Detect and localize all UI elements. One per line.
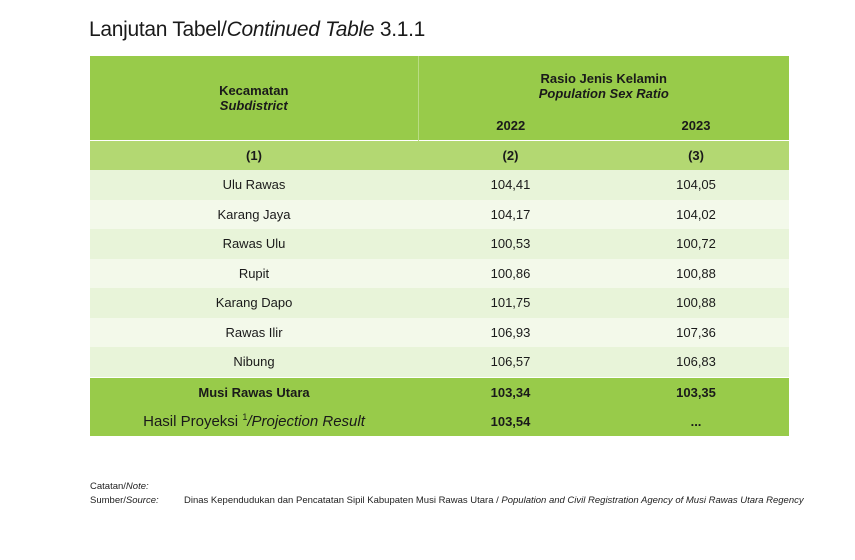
projection-label: Hasil Proyeksi 1/Projection Result	[90, 407, 418, 436]
table-row: Nibung 106,57 106,83	[90, 347, 790, 377]
column-number-row: (1) (2) (3)	[90, 140, 790, 170]
table-row: Rupit 100,86 100,88	[90, 258, 790, 288]
total-2022: 103,34	[418, 376, 603, 408]
value-2023: 107,36	[603, 317, 790, 347]
year-2023-header: 2023	[603, 110, 790, 141]
value-2023: 106,83	[603, 347, 790, 377]
subdistrict-name: Nibung	[90, 347, 418, 377]
value-2022: 106,57	[418, 347, 603, 377]
table-row: Karang Dapo 101,75 100,88	[90, 288, 790, 318]
subdistrict-header-id: Kecamatan	[219, 83, 289, 98]
total-row: Musi Rawas Utara 103,34 103,35	[90, 376, 790, 408]
col-number-3: (3)	[603, 140, 790, 170]
value-2022: 100,86	[418, 258, 603, 288]
header-row-top: Kecamatan Subdistrict Rasio Jenis Kelami…	[90, 56, 790, 141]
subdistrict-name: Rawas Ulu	[90, 229, 418, 259]
table-row: Rawas Ulu 100,53 100,72	[90, 229, 790, 259]
value-2022: 101,75	[418, 288, 603, 318]
page-title: Lanjutan Tabel/Continued Table 3.1.1	[89, 18, 425, 42]
value-2022: 104,41	[418, 170, 603, 200]
table-notes: Catatan/Note: Sumber/Source: Dinas Kepend…	[90, 481, 804, 509]
col-number-1: (1)	[90, 140, 418, 170]
subdistrict-name: Rawas Ilir	[90, 317, 418, 347]
value-2022: 104,17	[418, 199, 603, 229]
sex-ratio-table: Kecamatan Subdistrict Rasio Jenis Kelami…	[90, 56, 790, 436]
source-label-en: Source:	[125, 495, 159, 506]
source-text: Dinas Kependudukan dan Pencatatan Sipil …	[184, 495, 499, 506]
source-label-wrap: Sumber/Source:	[90, 495, 184, 506]
total-2023: 103,35	[603, 376, 790, 408]
table-row: Rawas Ilir 106,93 107,36	[90, 317, 790, 347]
value-2023: 104,05	[603, 170, 790, 200]
projection-footnote-mark: 1	[242, 412, 248, 422]
col-number-2: (2)	[418, 140, 603, 170]
value-2023: 100,88	[603, 288, 790, 318]
sex-ratio-header-id: Rasio Jenis Kelamin	[540, 71, 667, 86]
subdistrict-name: Rupit	[90, 258, 418, 288]
subdistrict-header: Kecamatan Subdistrict	[90, 56, 418, 141]
projection-label-en: /Projection Result	[247, 413, 365, 430]
sex-ratio-header: Rasio Jenis Kelamin Population Sex Ratio	[417, 56, 790, 110]
value-2023: 100,88	[603, 258, 790, 288]
note-label: Catatan/	[90, 481, 126, 492]
value-2023: 100,72	[603, 229, 790, 259]
note-label-en: Note:	[125, 481, 149, 492]
source-label: Sumber/	[90, 495, 126, 506]
source-line: Sumber/Source: Dinas Kependudukan dan Pen…	[90, 495, 804, 509]
projection-row: Hasil Proyeksi 1/Projection Result 103,5…	[90, 407, 790, 436]
total-name: Musi Rawas Utara	[90, 376, 418, 408]
subdistrict-name: Ulu Rawas	[90, 170, 418, 200]
table-row: Ulu Rawas 104,41 104,05	[90, 170, 790, 200]
table-row: Karang Jaya 104,17 104,02	[90, 199, 790, 229]
title-number: 3.1.1	[379, 18, 426, 41]
title-italic: Continued Table	[226, 18, 375, 41]
value-2023: 104,02	[603, 199, 790, 229]
header-row-years: 2022 2023	[90, 110, 790, 141]
source-text-en: Population and Civil Registration Agency…	[501, 495, 804, 506]
subdistrict-name: Karang Jaya	[90, 199, 418, 229]
subdistrict-header-en: Subdistrict	[219, 98, 288, 113]
value-2022: 100,53	[418, 229, 603, 259]
value-2022: 106,93	[418, 317, 603, 347]
year-2022-header: 2022	[417, 110, 603, 141]
note-line: Catatan/Note:	[90, 481, 804, 495]
sex-ratio-header-en: Population Sex Ratio	[538, 86, 669, 101]
subdistrict-name: Karang Dapo	[90, 288, 418, 318]
projection-2022: 103,54	[418, 407, 603, 436]
projection-2023: ...	[603, 407, 790, 436]
projection-label-id: Hasil Proyeksi	[143, 413, 243, 430]
title-prefix: Lanjutan Tabel/	[89, 18, 227, 41]
